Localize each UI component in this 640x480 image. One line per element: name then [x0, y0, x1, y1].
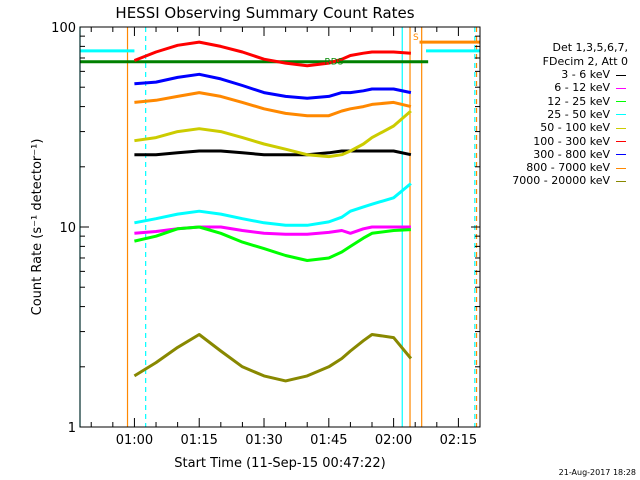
plot-lines: RDS S: [79, 27, 480, 427]
plot-frame: [79, 26, 481, 428]
legend-header-line1: Det 1,3,5,6,7,: [552, 41, 628, 54]
x-tick-label-5: 02:15: [440, 433, 477, 448]
y-axis-label: Count Rate (s⁻¹ detector⁻¹): [30, 139, 45, 316]
legend-entry-8: 7000 - 20000 keV: [512, 174, 626, 187]
legend-entry-7: 800 - 7000 keV: [526, 161, 626, 174]
x-tick-label-2: 01:30: [245, 433, 282, 448]
y-tick-label-0: 1: [68, 421, 76, 436]
legend-entry-1: 6 - 12 keV: [554, 81, 626, 94]
legend-label: 25 - 50 keV: [547, 107, 610, 121]
legend-header: Det 1,3,5,6,7, FDecim 2, Att 0: [520, 41, 628, 68]
x-tick-label-0: 01:00: [116, 433, 153, 448]
series-line-0: [134, 149, 412, 157]
legend-entry-3: 25 - 50 keV: [547, 108, 626, 121]
legend-swatch: [616, 87, 626, 89]
legend-entry-4: 50 - 100 keV: [540, 121, 626, 134]
x-tick-label-3: 01:45: [310, 433, 347, 448]
x-axis-label: Start Time (11-Sep-15 00:47:22): [174, 456, 385, 471]
series-line-7: [134, 91, 412, 118]
legend-swatch: [616, 114, 626, 116]
legend-label: 100 - 300 keV: [533, 134, 610, 148]
legend-label: 12 - 25 keV: [547, 94, 610, 108]
series-line-6: [134, 72, 412, 100]
y-tick-label-2: 100: [51, 21, 76, 36]
x-tick-label-4: 02:00: [375, 433, 412, 448]
legend-entry-0: 3 - 6 keV: [561, 68, 626, 81]
legend-swatch: [616, 167, 626, 169]
legend-swatch: [616, 127, 626, 129]
legend-swatch: [616, 141, 626, 142]
legend-label: 6 - 12 keV: [554, 81, 610, 95]
annotation-1: S: [413, 33, 419, 43]
legend-label: 800 - 7000 keV: [526, 161, 610, 175]
chart-title: HESSI Observing Summary Count Rates: [115, 4, 414, 22]
y-tick-label-1: 10: [59, 221, 76, 236]
legend-entry-6: 300 - 800 keV: [533, 148, 626, 161]
legend-swatch: [616, 101, 626, 103]
legend-swatch: [616, 180, 626, 182]
axis-ticks: 1 10 100 01:00 01:15 01:30 01:45 02:00 02:15: [51, 21, 481, 448]
legend-label: 7000 - 20000 keV: [512, 174, 610, 188]
legend-label: 3 - 6 keV: [561, 68, 610, 81]
generated-timestamp: 21-Aug-2017 18:28: [558, 468, 636, 477]
legend-entry-2: 12 - 25 keV: [547, 95, 626, 108]
legend-swatch: [616, 154, 626, 156]
series-line-2: [134, 225, 411, 262]
x-tick-label-1: 01:15: [180, 433, 217, 448]
legend-entry-5: 100 - 300 keV: [533, 135, 626, 148]
series-line-5: [133, 40, 412, 68]
series-line-3: [134, 182, 412, 227]
series-line-8: [133, 333, 413, 383]
legend-header-line2: FDecim 2, Att 0: [542, 55, 628, 68]
legend-label: 300 - 800 keV: [533, 147, 610, 161]
legend-swatch: [616, 74, 626, 76]
annotation-0: RDS: [324, 57, 343, 67]
series-line-4: [134, 109, 412, 159]
legend-label: 50 - 100 keV: [540, 121, 610, 135]
